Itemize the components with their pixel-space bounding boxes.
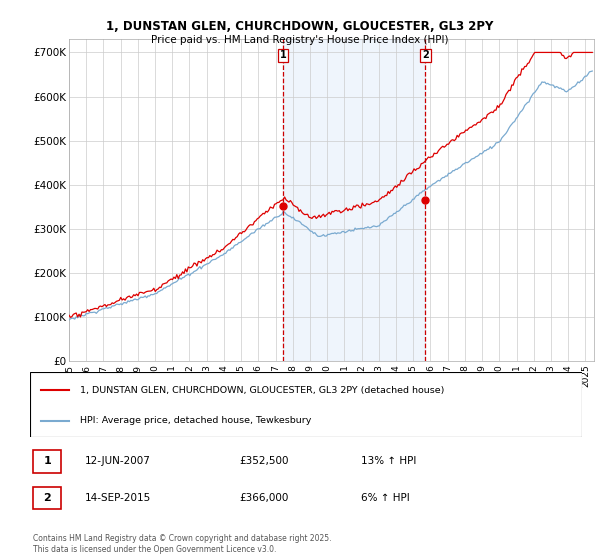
Text: 13% ↑ HPI: 13% ↑ HPI [361,456,416,466]
Text: Contains HM Land Registry data © Crown copyright and database right 2025.
This d: Contains HM Land Registry data © Crown c… [33,534,331,554]
Point [278,201,288,210]
Text: £366,000: £366,000 [240,493,289,503]
Text: 1: 1 [43,456,51,466]
FancyBboxPatch shape [33,450,61,473]
Text: 12-JUN-2007: 12-JUN-2007 [85,456,151,466]
Text: 1: 1 [280,50,287,60]
Point [421,195,430,204]
Text: 14-SEP-2015: 14-SEP-2015 [85,493,151,503]
Text: 1, DUNSTAN GLEN, CHURCHDOWN, GLOUCESTER, GL3 2PY (detached house): 1, DUNSTAN GLEN, CHURCHDOWN, GLOUCESTER,… [80,386,444,395]
Text: 2: 2 [43,493,51,503]
Text: 6% ↑ HPI: 6% ↑ HPI [361,493,410,503]
Text: £352,500: £352,500 [240,456,289,466]
Text: 2: 2 [422,50,429,60]
Text: Price paid vs. HM Land Registry's House Price Index (HPI): Price paid vs. HM Land Registry's House … [151,35,449,45]
Bar [283,39,425,361]
Text: HPI: Average price, detached house, Tewkesbury: HPI: Average price, detached house, Tewk… [80,416,311,425]
FancyBboxPatch shape [30,372,582,437]
Text: 1, DUNSTAN GLEN, CHURCHDOWN, GLOUCESTER, GL3 2PY: 1, DUNSTAN GLEN, CHURCHDOWN, GLOUCESTER,… [106,20,494,32]
FancyBboxPatch shape [33,487,61,510]
